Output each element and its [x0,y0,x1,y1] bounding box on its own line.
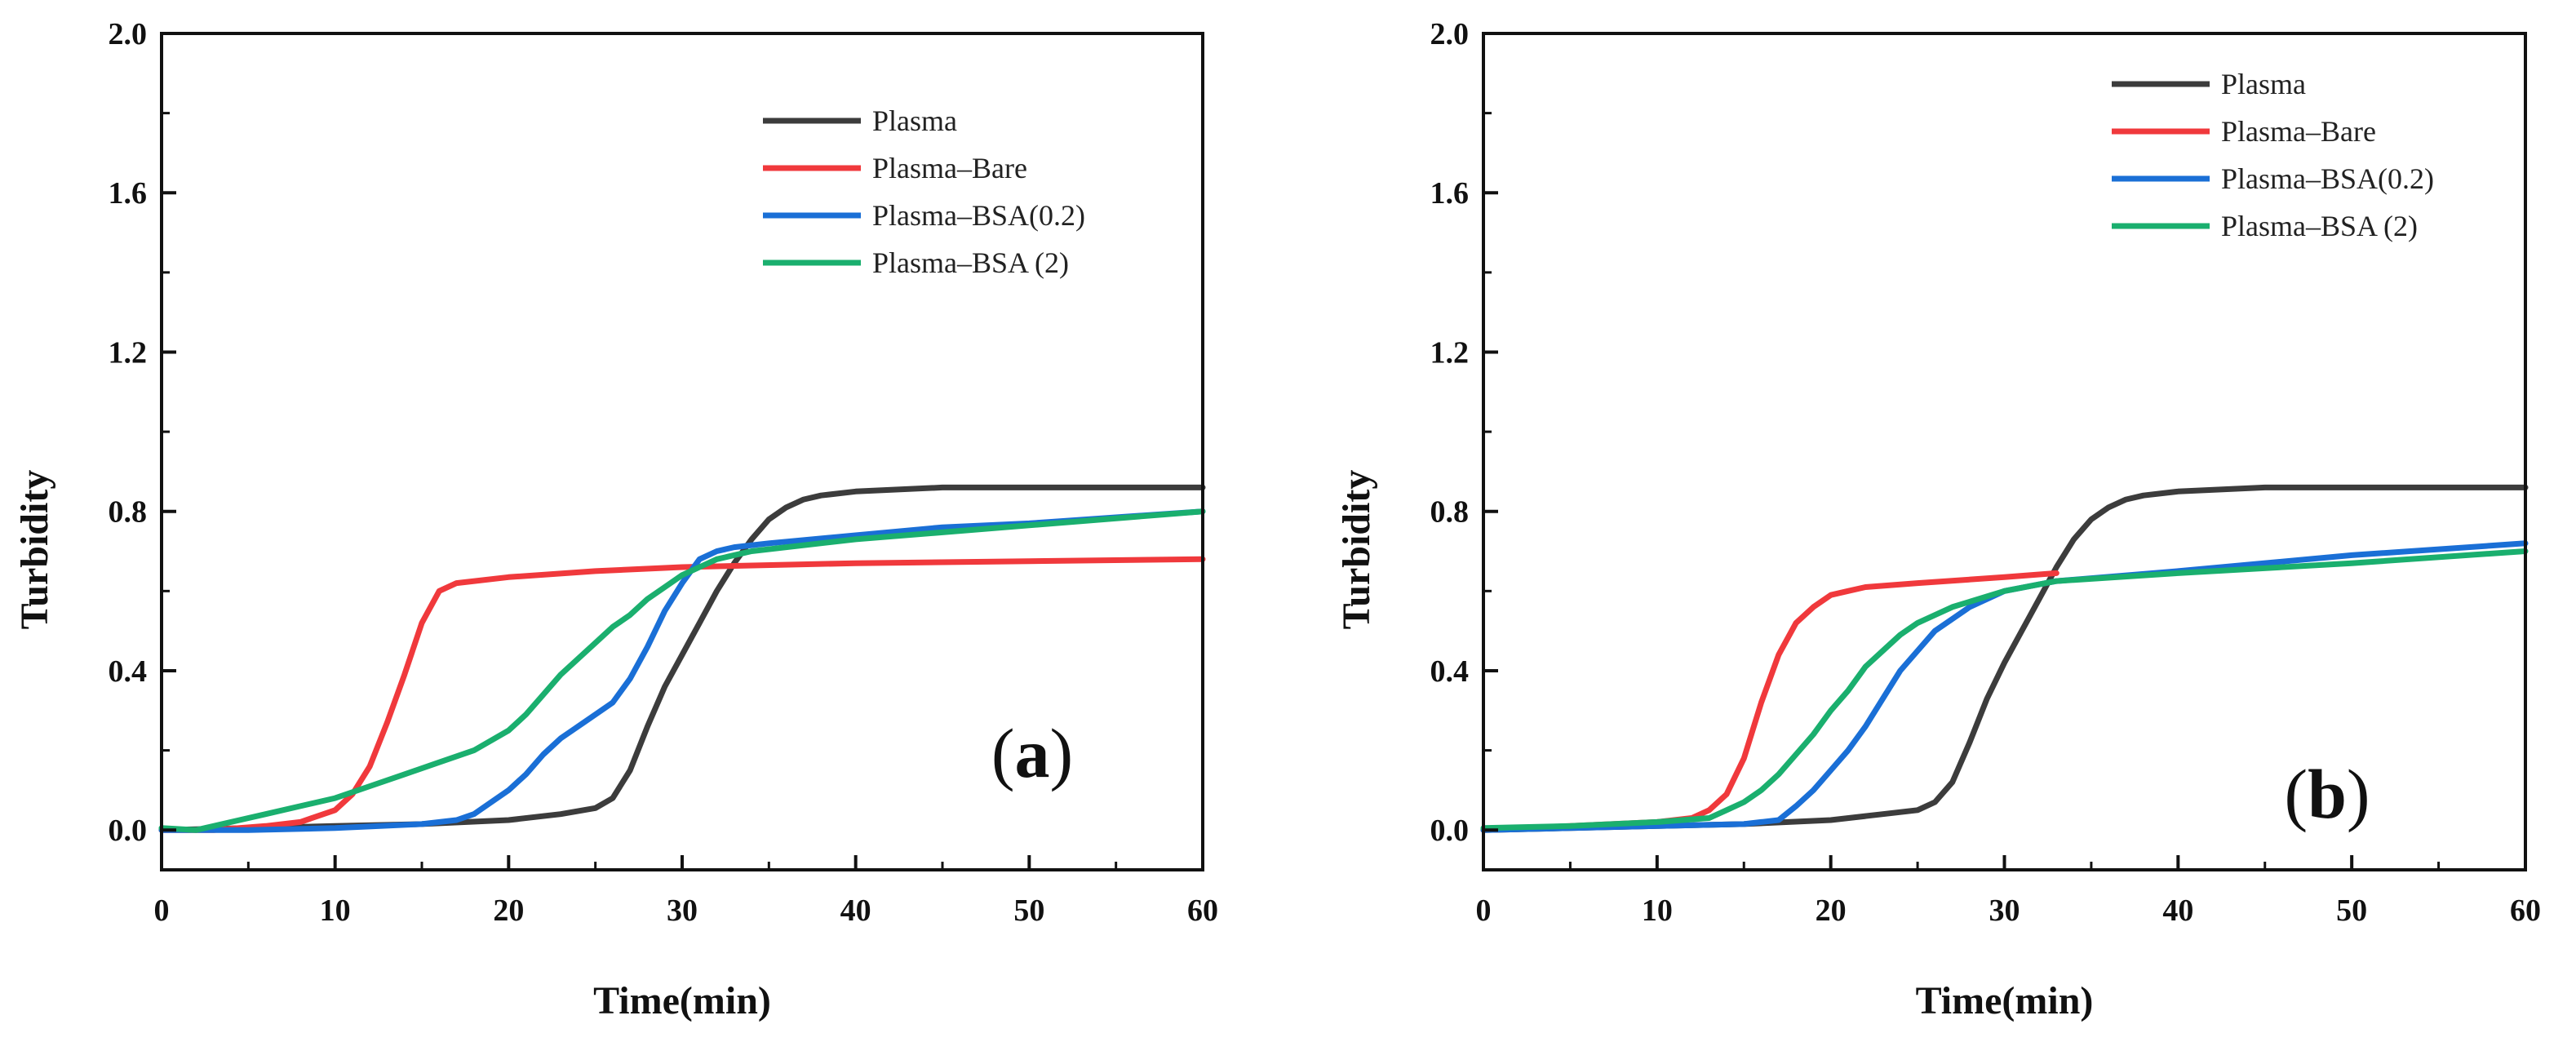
y-tick-label-a-2: 0.8 [109,495,148,530]
panel-label-close-a: ) [1050,714,1074,792]
x-tick-label-b-0: 0 [1476,894,1492,928]
y-tick-label-a-1: 0.4 [109,654,148,689]
x-tick-label-b-6: 60 [2510,894,2541,928]
y-axis-title-b: Turbidity [1335,470,1378,630]
legend-label-a-3: Plasma–BSA (2) [872,246,1069,279]
legend-label-b-1: Plasma–Bare [2221,115,2376,148]
panel-label-open-a: ( [991,714,1015,792]
legend-label-a-0: Plasma [872,104,957,137]
x-tick-label-b-4: 40 [2162,894,2193,928]
y-tick-label-b-3: 1.2 [1430,335,1470,370]
series-group-b [1480,484,2529,833]
chart-panel-b: 0 10 20 30 40 50 60 0.0 0.4 0.8 1.2 1.6 2.0 Time(min)… [1335,17,2541,1022]
panel-label-open-b: ( [2284,755,2308,833]
x-tick-label-b-1: 10 [1642,894,1673,928]
x-tick-label-a-5: 50 [1013,894,1044,928]
y-tick-label-b-1: 0.4 [1430,654,1470,689]
panel-label-letter-b: b [2308,755,2347,833]
x-axis-title-b: Time(min) [1916,979,2094,1022]
series-group-a [158,484,1206,833]
x-tick-label-a-6: 60 [1187,894,1218,928]
series-line-a-0 [158,484,1206,833]
series-line-b-0 [1480,484,2529,833]
plot-frame-b [1482,32,2527,871]
y-tick-label-a-5: 2.0 [109,17,148,51]
x-tick-label-b-2: 20 [1816,894,1847,928]
x-tick-label-b-5: 50 [2336,894,2367,928]
x-tick-label-b-3: 30 [1989,894,2020,928]
x-tick-label-a-2: 20 [493,894,524,928]
y-tick-label-a-0: 0.0 [109,814,148,848]
x-tick-label-a-0: 0 [154,894,170,928]
series-line-b-3 [1480,548,2529,831]
legend-label-b-3: Plasma–BSA (2) [2221,210,2418,242]
legend-label-b-2: Plasma–BSA(0.2) [2221,162,2434,195]
legend-label-b-0: Plasma [2221,68,2306,100]
series-line-b-1 [1480,570,2059,833]
y-tick-label-a-3: 1.2 [109,335,148,370]
legend-label-a-2: Plasma–BSA(0.2) [872,199,1085,232]
x-tick-label-a-4: 40 [840,894,871,928]
panel-label-a: (a) [991,714,1073,792]
panel-label-b: (b) [2284,755,2370,833]
series-line-a-2 [158,508,1206,833]
y-tick-label-b-4: 1.6 [1430,176,1470,211]
series-line-a-3 [158,508,1206,833]
series-line-a-1 [158,556,1206,833]
y-tick-label-b-2: 0.8 [1430,495,1470,530]
legend-label-a-1: Plasma–Bare [872,152,1027,184]
legend-b: Plasma Plasma–Bare Plasma–BSA(0.2) Plasma–B… [2112,68,2434,242]
legend-a: Plasma Plasma–Bare Plasma–BSA(0.2) Plasma–B… [763,104,1085,279]
y-tick-label-b-0: 0.0 [1430,814,1470,848]
x-tick-label-a-1: 10 [320,894,351,928]
y-tick-label-a-4: 1.6 [109,176,148,211]
x-axis-title-a: Time(min) [593,979,771,1022]
panel-label-letter-a: a [1015,714,1050,792]
panel-label-close-b: ) [2347,755,2370,833]
y-axis-title-a: Turbidity [13,470,56,630]
y-tick-label-b-5: 2.0 [1430,17,1470,51]
x-tick-label-a-3: 30 [667,894,698,928]
chart-panel-a: 0 10 20 30 40 50 60 0.0 0.4 0.8 1.2 1.6 2.0 Time(min)… [13,17,1218,1022]
